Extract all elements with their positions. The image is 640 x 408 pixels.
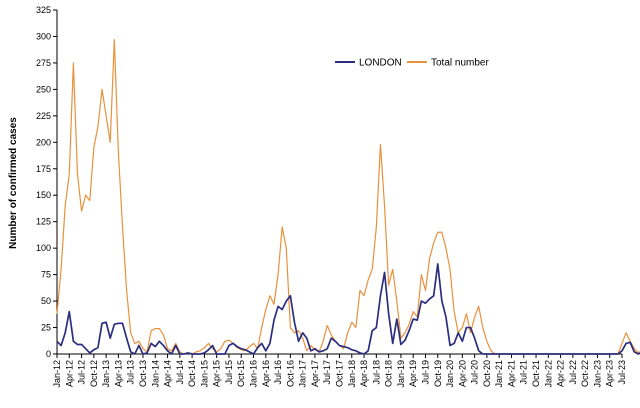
x-tick-label: Apr-19 (408, 360, 418, 387)
x-tick-label: Oct-17 (335, 360, 345, 387)
x-tick-label: Apr-18 (359, 360, 369, 387)
x-tick-label: Jul-20 (470, 360, 480, 385)
y-tick-label: 275 (36, 58, 51, 68)
y-tick-label: 250 (36, 84, 51, 94)
y-tick-label: 225 (36, 111, 51, 121)
x-tick-label: Jan-12 (52, 360, 62, 388)
x-tick-label: Oct-14 (187, 360, 197, 387)
x-tick-label: Jul-23 (617, 360, 627, 385)
x-tick-label: Oct-19 (433, 360, 443, 387)
x-tick-label: Oct-20 (482, 360, 492, 387)
x-tick-label: Apr-12 (64, 360, 74, 387)
x-tick-label: Jan-22 (543, 360, 553, 388)
x-tick-label: Jan-21 (494, 360, 504, 388)
x-tick-label: Jul-16 (273, 360, 283, 385)
y-tick-label: 25 (41, 323, 51, 333)
legend: LONDON Total number (335, 58, 489, 69)
series-line-london (56, 263, 640, 355)
x-tick-label: Jan-23 (592, 360, 602, 388)
x-tick-label: Jul-18 (371, 360, 381, 385)
y-tick-label: 100 (36, 243, 51, 253)
x-tick-label: Jan-13 (101, 360, 111, 388)
x-tick-label: Jan-14 (150, 360, 160, 388)
x-tick-label: Oct-21 (531, 360, 541, 387)
x-tick-label: Apr-15 (212, 360, 222, 387)
x-tick-label: Oct-15 (236, 360, 246, 387)
y-tick-label: 325 (36, 5, 51, 15)
y-tick-label: 50 (41, 296, 51, 306)
legend-label: Total number (431, 58, 489, 69)
y-tick-label: 125 (36, 217, 51, 227)
x-tick-label: Jul-19 (420, 360, 430, 385)
x-tick-label: Oct-16 (285, 360, 295, 387)
x-tick-label: Apr-21 (506, 360, 516, 387)
x-tick-label: Oct-18 (384, 360, 394, 387)
x-tick-label: Jul-17 (322, 360, 332, 385)
x-tick-label: Jan-19 (396, 360, 406, 388)
x-tick-label: Jul-22 (568, 360, 578, 385)
x-tick-label: Apr-17 (310, 360, 320, 387)
y-tick-label: 175 (36, 164, 51, 174)
x-tick-label: Jul-12 (77, 360, 87, 385)
x-axis: Jan-12 Apr-12 Jul-12 Oct-12 Jan-13 Apr-13 Jul-… (52, 353, 627, 388)
x-tick-label: Jan-15 (199, 360, 209, 388)
y-axis-label: Number of confirmed cases (8, 117, 19, 249)
y-tick-label: 300 (36, 31, 51, 41)
x-tick-label: Apr-23 (605, 360, 615, 387)
x-tick-label: Jan-16 (249, 360, 259, 388)
x-tick-label: Jan-17 (298, 360, 308, 388)
x-tick-label: Apr-13 (113, 360, 123, 387)
legend-label: LONDON (359, 58, 402, 69)
series-line-total-number (56, 39, 640, 355)
x-tick-label: Jan-20 (445, 360, 455, 388)
x-tick-label: Jul-15 (224, 360, 234, 385)
y-tick-label: 0 (46, 349, 51, 359)
x-tick-label: Apr-14 (163, 360, 173, 387)
x-tick-label: Apr-22 (556, 360, 566, 387)
x-tick-label: Oct-12 (89, 360, 99, 387)
x-tick-label: Jul-14 (175, 360, 185, 385)
x-tick-label: Jul-21 (519, 360, 529, 385)
y-tick-label: 75 (41, 270, 51, 280)
x-tick-label: Jan-18 (347, 360, 357, 388)
x-tick-label: Oct-22 (580, 360, 590, 387)
series-lines (56, 39, 640, 355)
x-tick-label: Apr-16 (261, 360, 271, 387)
x-tick-label: Oct-13 (138, 360, 148, 387)
y-tick-label: 150 (36, 190, 51, 200)
x-tick-label: Apr-20 (457, 360, 467, 387)
y-axis: 0 25 50 75 100 125 150 175 200 225 250 275 300 325 (36, 5, 58, 359)
x-tick-label: Jul-13 (126, 360, 136, 385)
y-tick-label: 200 (36, 137, 51, 147)
